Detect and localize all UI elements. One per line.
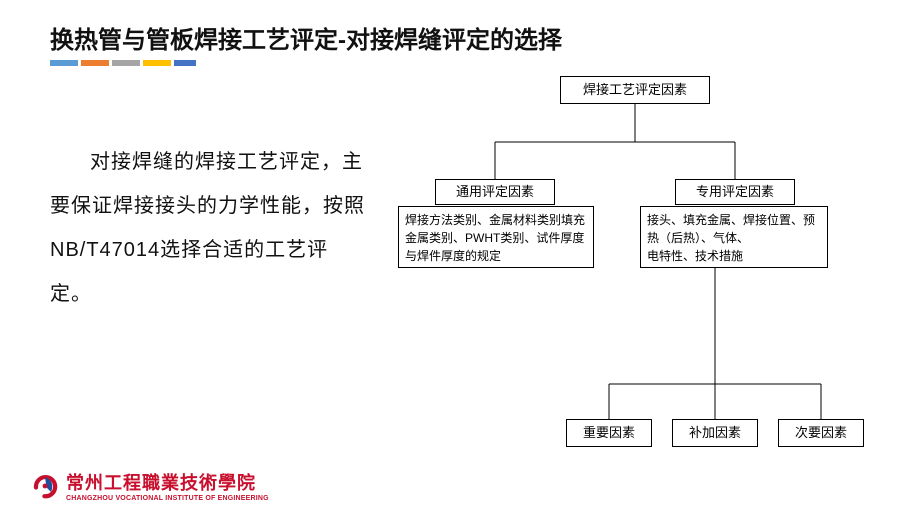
node-special-factors: 专用评定因素 <box>675 179 795 205</box>
node-root: 焊接工艺评定因素 <box>560 76 710 104</box>
institution-logo: 常州工程職業技術學院 CHANGZHOU VOCATIONAL INSTITUT… <box>30 469 269 502</box>
logo-text-cn: 常州工程職業技術學院 <box>66 469 269 495</box>
logo-icon <box>30 471 60 501</box>
title-underline-bar <box>50 60 196 66</box>
node-important: 重要因素 <box>566 419 652 447</box>
node-general-factors: 通用评定因素 <box>435 179 555 205</box>
color-segment <box>112 60 140 66</box>
node-supplementary: 补加因素 <box>672 419 758 447</box>
logo-text-en: CHANGZHOU VOCATIONAL INSTITUTE OF ENGINE… <box>66 495 269 502</box>
node-general-detail: 焊接方法类别、金属材料类别填充金属类别、PWHT类别、试件厚度与焊件厚度的规定 <box>398 206 594 268</box>
color-segment <box>143 60 171 66</box>
flowchart: 焊接工艺评定因素 通用评定因素 专用评定因素 焊接方法类别、金属材料类别填充金属… <box>380 76 910 496</box>
slide-title: 换热管与管板焊接工艺评定-对接焊缝评定的选择 <box>50 20 562 55</box>
node-special-detail: 接头、填充金属、焊接位置、预热（后热）、气体、 电特性、技术措施 <box>640 206 828 268</box>
color-segment <box>50 60 78 66</box>
color-segment <box>174 60 196 66</box>
color-segment <box>81 60 109 66</box>
node-secondary: 次要因素 <box>778 419 864 447</box>
body-paragraph: 对接焊缝的焊接工艺评定，主要保证焊接接头的力学性能，按照NB/T47014选择合… <box>50 140 370 316</box>
